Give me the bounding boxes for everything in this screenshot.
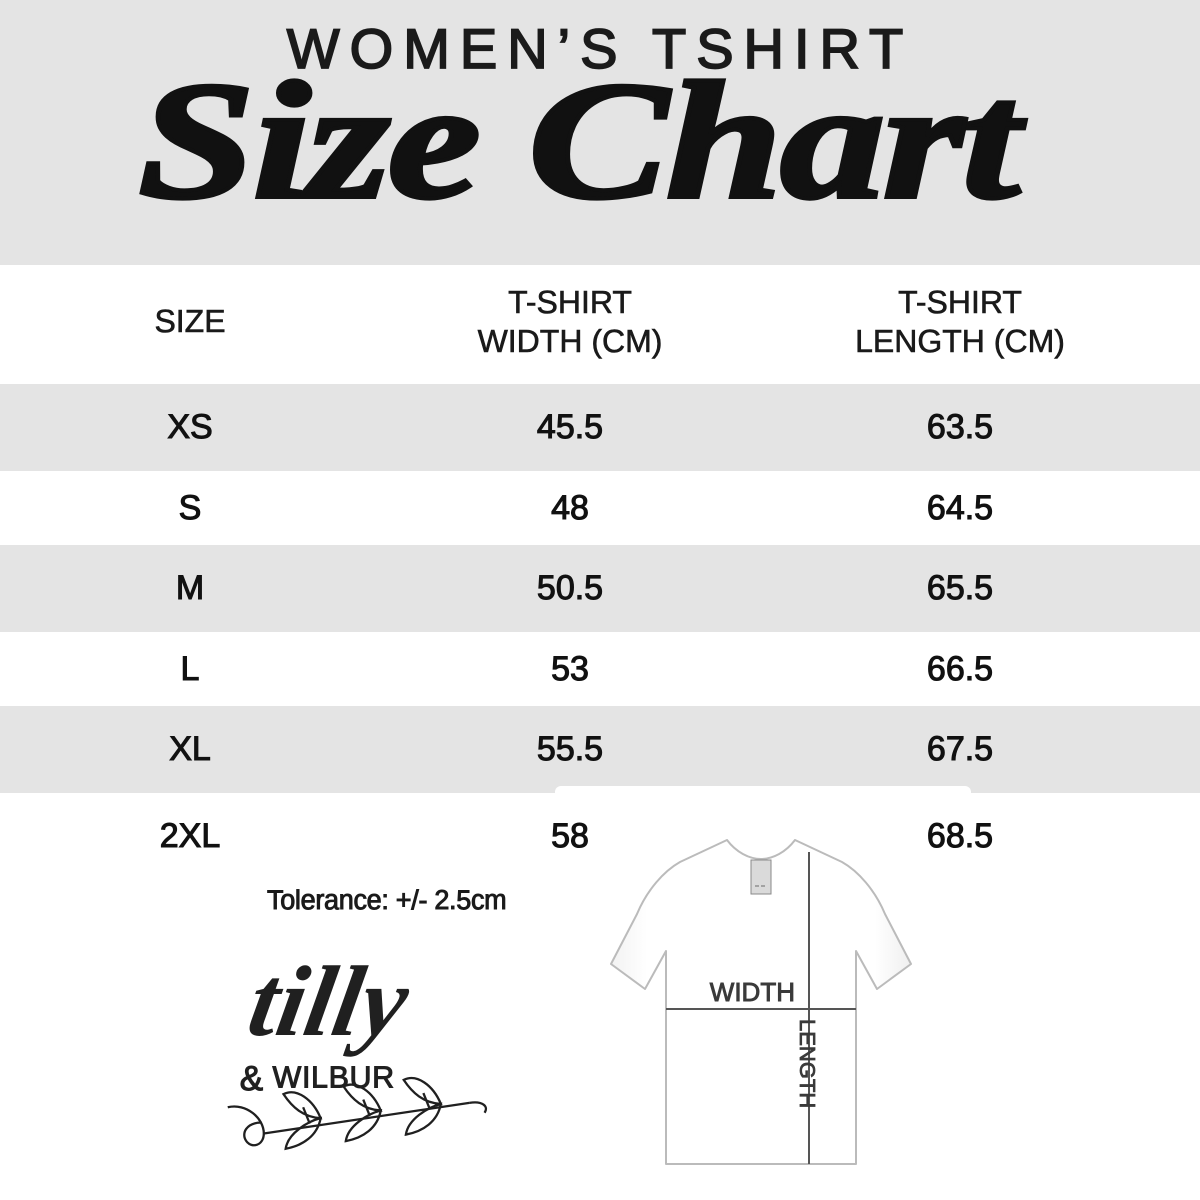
svg-text:&: & <box>240 1059 264 1098</box>
svg-text:WIDTH: WIDTH <box>709 977 795 1007</box>
svg-text:LENGTH: LENGTH <box>795 1019 820 1108</box>
svg-text:tilly: tilly <box>241 946 418 1057</box>
svg-text:WILBUR: WILBUR <box>272 1061 395 1095</box>
